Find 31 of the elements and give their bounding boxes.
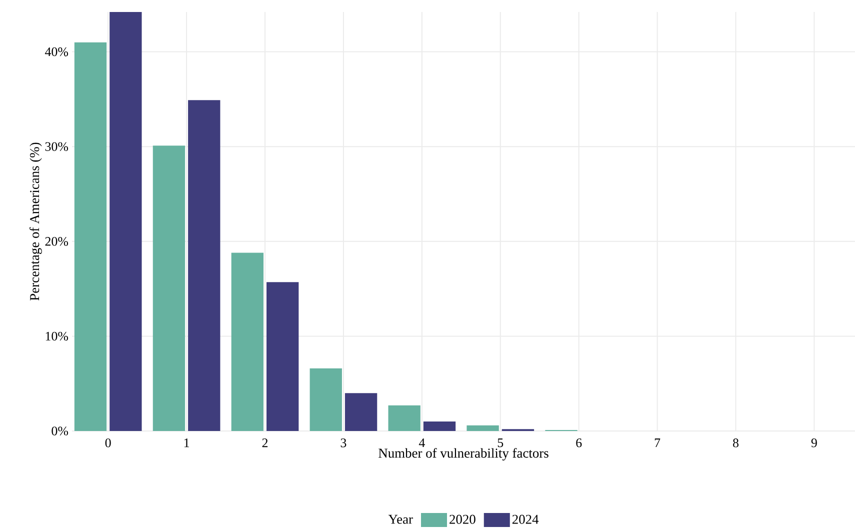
bar (188, 100, 220, 431)
y-tick-label: 20% (45, 237, 68, 246)
y-axis-title: Percentage of Americans (%) (30, 142, 42, 300)
legend-label: 2020 (450, 514, 476, 524)
bar (310, 368, 342, 431)
bar (110, 12, 142, 431)
bar (466, 425, 499, 431)
y-tick-label: 30% (45, 142, 68, 151)
bar (152, 146, 186, 431)
x-tick-label: 0 (105, 438, 111, 448)
x-axis-title: Number of vulnerability factors (378, 448, 548, 460)
bar (266, 282, 299, 431)
y-tick-label: 10% (46, 332, 68, 341)
legend-label: 2024 (512, 514, 539, 524)
y-tick-label: 40% (44, 47, 68, 56)
x-tick-label: 1 (184, 438, 190, 448)
bar (388, 405, 420, 431)
x-tick-label: 6 (576, 438, 582, 448)
legend-title: Year (388, 514, 413, 524)
bar (231, 252, 264, 431)
y-tick-label: 0% (52, 426, 68, 436)
x-tick-label: 2 (262, 438, 268, 448)
bar (344, 393, 378, 431)
x-tick-label: 9 (811, 438, 817, 448)
x-tick-label: 3 (340, 438, 346, 448)
x-tick-label: 5 (498, 438, 504, 448)
bar (74, 42, 107, 431)
x-tick-label: 4 (418, 438, 425, 448)
bar (423, 422, 456, 431)
x-tick-label: 8 (733, 438, 738, 448)
x-tick-label: 7 (654, 438, 660, 447)
